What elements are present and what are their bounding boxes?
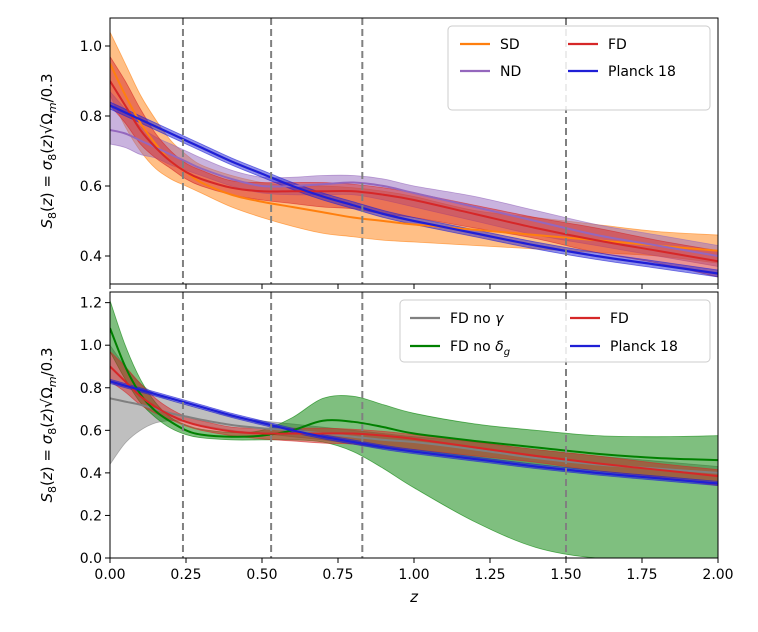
band-planck-18 (110, 101, 718, 278)
legend-label-planck-18: Planck 18 (608, 64, 676, 80)
legend-label-fd: FD (610, 311, 629, 327)
y-tick-label: 0.0 (80, 551, 102, 567)
band-fd (110, 55, 718, 278)
y-tick-label: 0.8 (80, 381, 102, 397)
y-axis-label: S8(z) = σ8(z)√Ωm/0.3 (38, 347, 59, 502)
x-tick-label: 1.25 (474, 567, 505, 583)
legend-label-sd: SD (500, 37, 520, 53)
y-tick-label: 1.2 (80, 296, 102, 312)
line-fd (110, 80, 718, 263)
bottom-panel: 0.0 0.2 0.4 0.6 0.8 1.0 1.2 0.00 0.25 0.50 0.75 1.0… (38, 291, 734, 606)
legend-label-fd-no: FD no γ (450, 311, 504, 327)
x-tick-label: 0.25 (170, 567, 201, 583)
line-fd (110, 365, 718, 478)
x-tick-label: 1.00 (398, 567, 429, 583)
line-planck-18 (110, 104, 718, 275)
x-tick-label: 0.00 (94, 567, 125, 583)
y-tick-label: 0.4 (80, 466, 102, 482)
x-tick-label: 1.50 (550, 567, 581, 583)
legend-box (399, 299, 711, 363)
x-tick-label: 1.75 (626, 567, 657, 583)
y-tick-label: 1.0 (80, 338, 102, 354)
x-tick-label: 2.00 (702, 567, 733, 583)
x-tick-label: 0.50 (246, 567, 277, 583)
y-tick-label: 0.4 (80, 249, 102, 265)
legend: FD no γ FD no δg FD Planck 18 (399, 299, 711, 363)
legend-box (447, 25, 711, 111)
y-tick-label: 0.8 (80, 109, 102, 125)
x-tick-label: 0.75 (322, 567, 353, 583)
y-tick-label: 0.6 (80, 423, 102, 439)
legend-label-planck-18: Planck 18 (610, 339, 678, 355)
y-axis-label: S8(z) = σ8(z)√Ωm/0.3 (38, 73, 59, 228)
line-planck-18 (110, 380, 718, 485)
legend-label-fd-no-g: FD no δg (450, 339, 510, 358)
y-tick-label: 0.6 (80, 179, 102, 195)
y-tick-label: 1.0 (80, 39, 102, 55)
top-panel: 0.4 0.6 0.8 1.0 S8(z) = σ8(z)√Ωm/0.3 SD ND FD Pl… (38, 17, 719, 289)
legend-label-nd: ND (500, 64, 521, 80)
x-axis-label: z (409, 588, 419, 606)
band-planck-18 (110, 378, 718, 487)
y-tick-label: 0.2 (80, 508, 102, 524)
line-sd (110, 63, 718, 252)
legend-label-fd: FD (608, 37, 627, 53)
legend: SD ND FD Planck 18 (447, 25, 711, 111)
band-fd (110, 351, 718, 487)
